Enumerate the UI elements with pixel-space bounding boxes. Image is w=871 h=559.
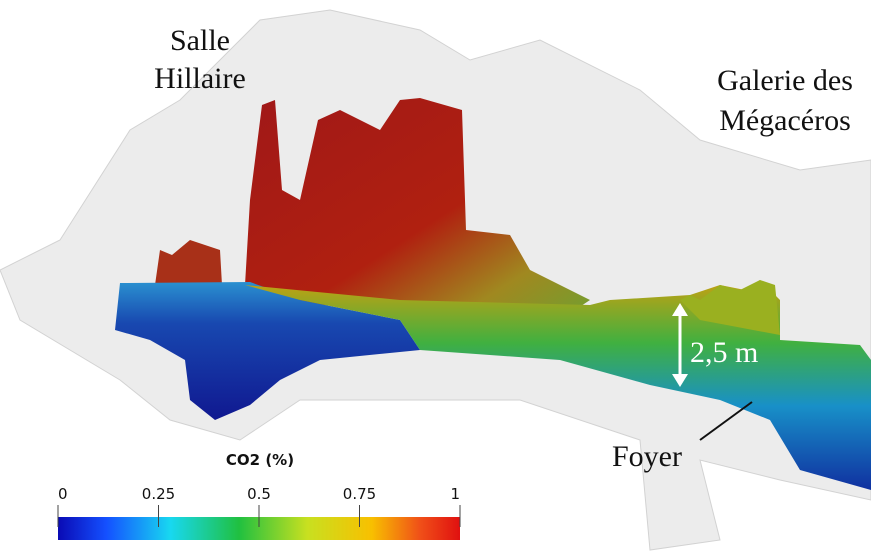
- height-label: 2,5 m: [690, 336, 758, 369]
- co2-blue-zone: [115, 282, 420, 420]
- co2-right-peaks: [680, 280, 780, 335]
- colorbar-tick-label: 0.75: [343, 485, 376, 503]
- room-label: Hillaire: [154, 62, 246, 95]
- room-label: Salle: [170, 24, 230, 57]
- colorbar-tick-label: 1: [450, 485, 460, 503]
- co2-left-peaks: [155, 240, 222, 285]
- colorbar-title: CO2 (%): [226, 451, 294, 469]
- co2-red-zone: [245, 98, 590, 320]
- gallery-label: Mégacéros: [719, 104, 851, 137]
- hearth-pointer: [699, 401, 753, 441]
- gallery-label: Galerie des: [717, 64, 853, 97]
- height-arrow: [672, 303, 688, 387]
- co2-band: [245, 280, 871, 490]
- colorbar-tick-label: 0: [58, 485, 68, 503]
- colorbar-tick-label: 0.25: [142, 485, 175, 503]
- colorbar-ticks: 0 0.25 0.5 0.75 1: [57, 485, 461, 527]
- colorbar-tick-label: 0.5: [247, 485, 271, 503]
- hearth-label: Foyer: [612, 440, 682, 473]
